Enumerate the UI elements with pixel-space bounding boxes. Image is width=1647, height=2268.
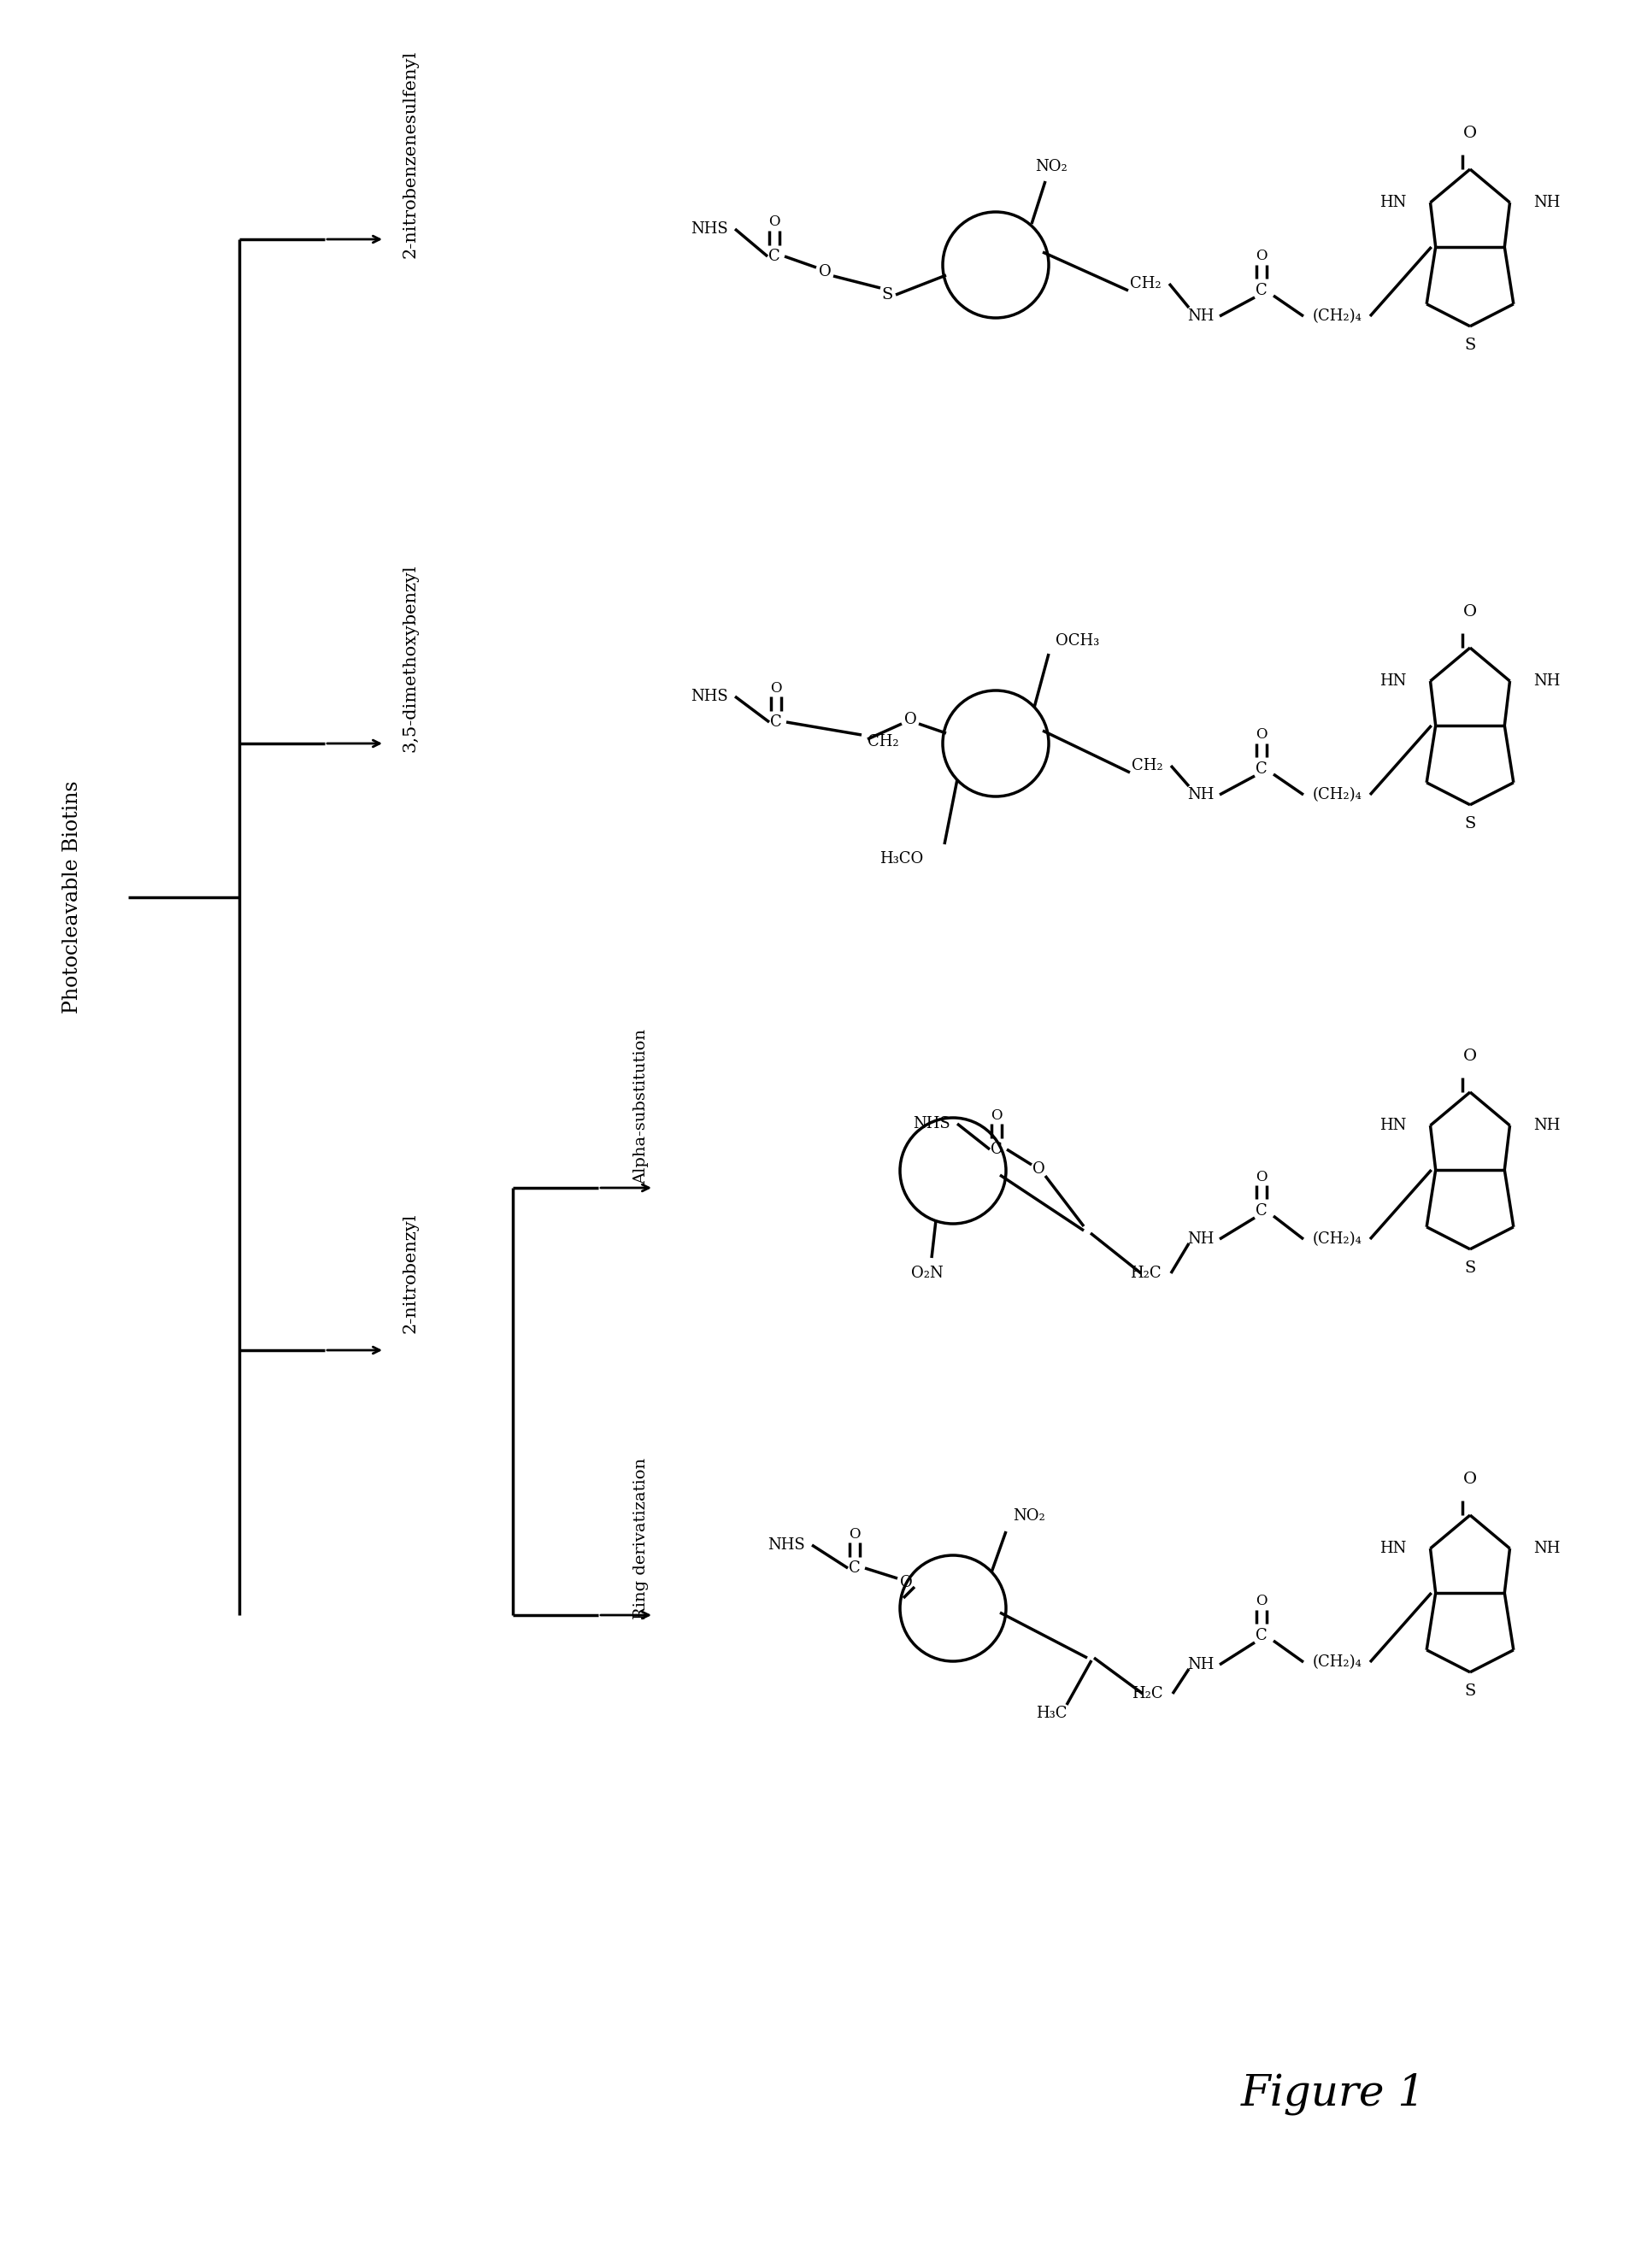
Text: O: O [769,215,781,229]
Text: NHS: NHS [690,222,728,236]
Text: O: O [819,263,832,279]
Text: Photocleavable Biotins: Photocleavable Biotins [63,780,82,1014]
Text: HN: HN [1380,195,1407,211]
Text: HN: HN [1380,674,1407,689]
Text: C: C [1255,1628,1268,1644]
Text: O: O [848,1526,860,1542]
Text: NH: NH [1533,1118,1561,1134]
Text: S: S [1464,816,1476,832]
Text: NO₂: NO₂ [1013,1508,1046,1524]
Text: C: C [848,1560,861,1576]
Text: 2-nitrobenzenesulfenyl: 2-nitrobenzenesulfenyl [402,50,418,259]
Text: O: O [1255,1594,1267,1608]
Text: 3,5-dimethoxybenzyl: 3,5-dimethoxybenzyl [402,565,418,753]
Text: O: O [899,1574,912,1590]
Text: (CH₂)₄: (CH₂)₄ [1313,308,1362,324]
Text: O: O [1255,1170,1267,1184]
Text: O: O [1463,603,1477,619]
Text: NO₂: NO₂ [1036,159,1067,175]
Text: (CH₂)₄: (CH₂)₄ [1313,787,1362,803]
Text: C: C [1255,284,1268,297]
Text: NHS: NHS [768,1538,805,1554]
Text: S: S [1464,338,1476,354]
Text: Alpha-substitution: Alpha-substitution [634,1030,649,1184]
Text: NH: NH [1533,1540,1561,1556]
Text: O: O [771,680,782,696]
Text: O: O [1033,1161,1044,1177]
Text: H₃CO: H₃CO [879,850,922,866]
Text: Figure 1: Figure 1 [1240,2073,1426,2114]
Text: O: O [1463,125,1477,141]
Text: NHS: NHS [912,1116,950,1132]
Text: CH₂: CH₂ [868,735,899,748]
Text: (CH₂)₄: (CH₂)₄ [1313,1232,1362,1247]
Text: HN: HN [1380,1118,1407,1134]
Text: O: O [1255,249,1267,263]
Text: Ring derivatization: Ring derivatization [634,1458,649,1619]
Text: C: C [771,714,782,730]
Text: OCH₃: OCH₃ [1056,633,1099,649]
Text: NHS: NHS [690,689,728,703]
Text: CH₂: CH₂ [1130,277,1161,290]
Text: CH₂: CH₂ [1131,758,1163,773]
Text: H₃C: H₃C [1036,1706,1067,1721]
Text: NH: NH [1533,195,1561,211]
Text: C: C [1255,1204,1268,1218]
Text: C: C [769,249,781,263]
Text: NH: NH [1187,308,1214,324]
Text: O: O [1463,1472,1477,1488]
Text: NH: NH [1187,1232,1214,1247]
Text: (CH₂)₄: (CH₂)₄ [1313,1653,1362,1669]
Text: O: O [1255,728,1267,742]
Text: C: C [1255,762,1268,778]
Text: 2-nitrobenzyl: 2-nitrobenzyl [402,1213,418,1334]
Text: NH: NH [1187,787,1214,803]
Text: C: C [991,1141,1003,1157]
Text: O₂N: O₂N [911,1266,944,1281]
Text: HN: HN [1380,1540,1407,1556]
Text: H₂C: H₂C [1130,1266,1161,1281]
Text: NH: NH [1533,674,1561,689]
Text: S: S [881,288,893,302]
Text: O: O [904,712,916,728]
Text: S: S [1464,1683,1476,1699]
Text: H₂C: H₂C [1131,1685,1163,1701]
Text: O: O [991,1109,1003,1123]
Text: NH: NH [1187,1658,1214,1672]
Text: S: S [1464,1261,1476,1275]
Text: O: O [1463,1048,1477,1064]
